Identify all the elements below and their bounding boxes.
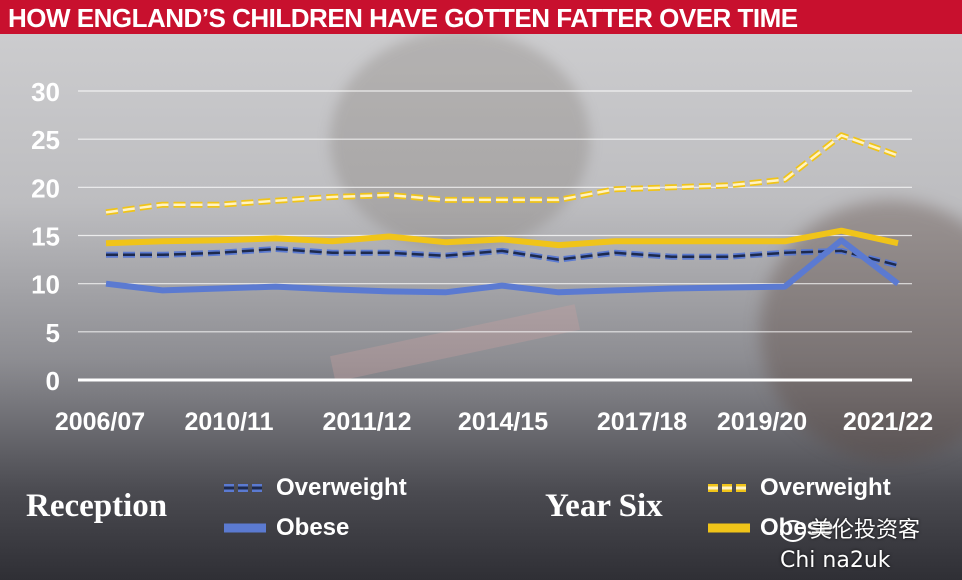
series-line-inner-reception-overweight	[106, 247, 899, 267]
y-tick-label: 20	[31, 173, 60, 203]
legend-entry-label: Obese	[276, 514, 350, 541]
legend-entry-label: Overweight	[760, 474, 891, 501]
solid-line-swatch-icon	[708, 523, 750, 533]
y-tick-label: 25	[31, 125, 60, 155]
series-line-inner-year-six-overweight	[105, 134, 899, 214]
title-bar: HOW ENGLAND’S CHILDREN HAVE GOTTEN FATTE…	[0, 0, 962, 34]
x-tick-label: 2019/20	[717, 408, 807, 436]
series-line-reception-obese	[105, 237, 900, 296]
watermark: 美伦投资客 Chi na2uk	[780, 516, 920, 576]
watermark-line2: Chi na2uk	[780, 548, 891, 573]
legend-entry-label: Overweight	[276, 474, 407, 501]
legend-entry-year-six-overweight: Overweight	[706, 474, 891, 502]
background-photo-figure	[760, 200, 962, 460]
y-tick-label: 0	[46, 366, 60, 396]
x-tick-label: 2010/11	[185, 408, 274, 436]
dashed-line-swatch-icon	[708, 484, 750, 492]
y-tick-label: 5	[46, 318, 60, 348]
series-line-year-six-obese	[105, 227, 899, 249]
background-photo-figure	[330, 30, 590, 250]
x-tick-label: 2006/07	[55, 408, 145, 436]
watermark-text: 美伦投资客	[810, 518, 921, 543]
x-tick-label: 2021/22	[843, 408, 933, 436]
y-tick-label: 15	[31, 222, 60, 252]
dashed-line-swatch-icon	[224, 484, 266, 492]
x-tick-label: 2011/12	[323, 408, 412, 436]
legend-entry-reception-obese: Obese	[222, 514, 349, 542]
watermark-line1: 美伦投资客	[780, 516, 920, 546]
x-tick-label: 2014/15	[458, 408, 548, 436]
solid-line-swatch-icon	[224, 523, 266, 533]
legend-group-label: Reception	[26, 488, 168, 524]
legend-group-label: Year Six	[545, 488, 663, 524]
legend-entry-reception-overweight: Overweight	[222, 474, 407, 502]
chart-title: HOW ENGLAND’S CHILDREN HAVE GOTTEN FATTE…	[8, 3, 798, 33]
wechat-icon	[780, 520, 806, 542]
y-tick-label: 30	[31, 77, 60, 107]
x-tick-label: 2017/18	[597, 408, 687, 436]
y-tick-label: 10	[31, 270, 60, 300]
